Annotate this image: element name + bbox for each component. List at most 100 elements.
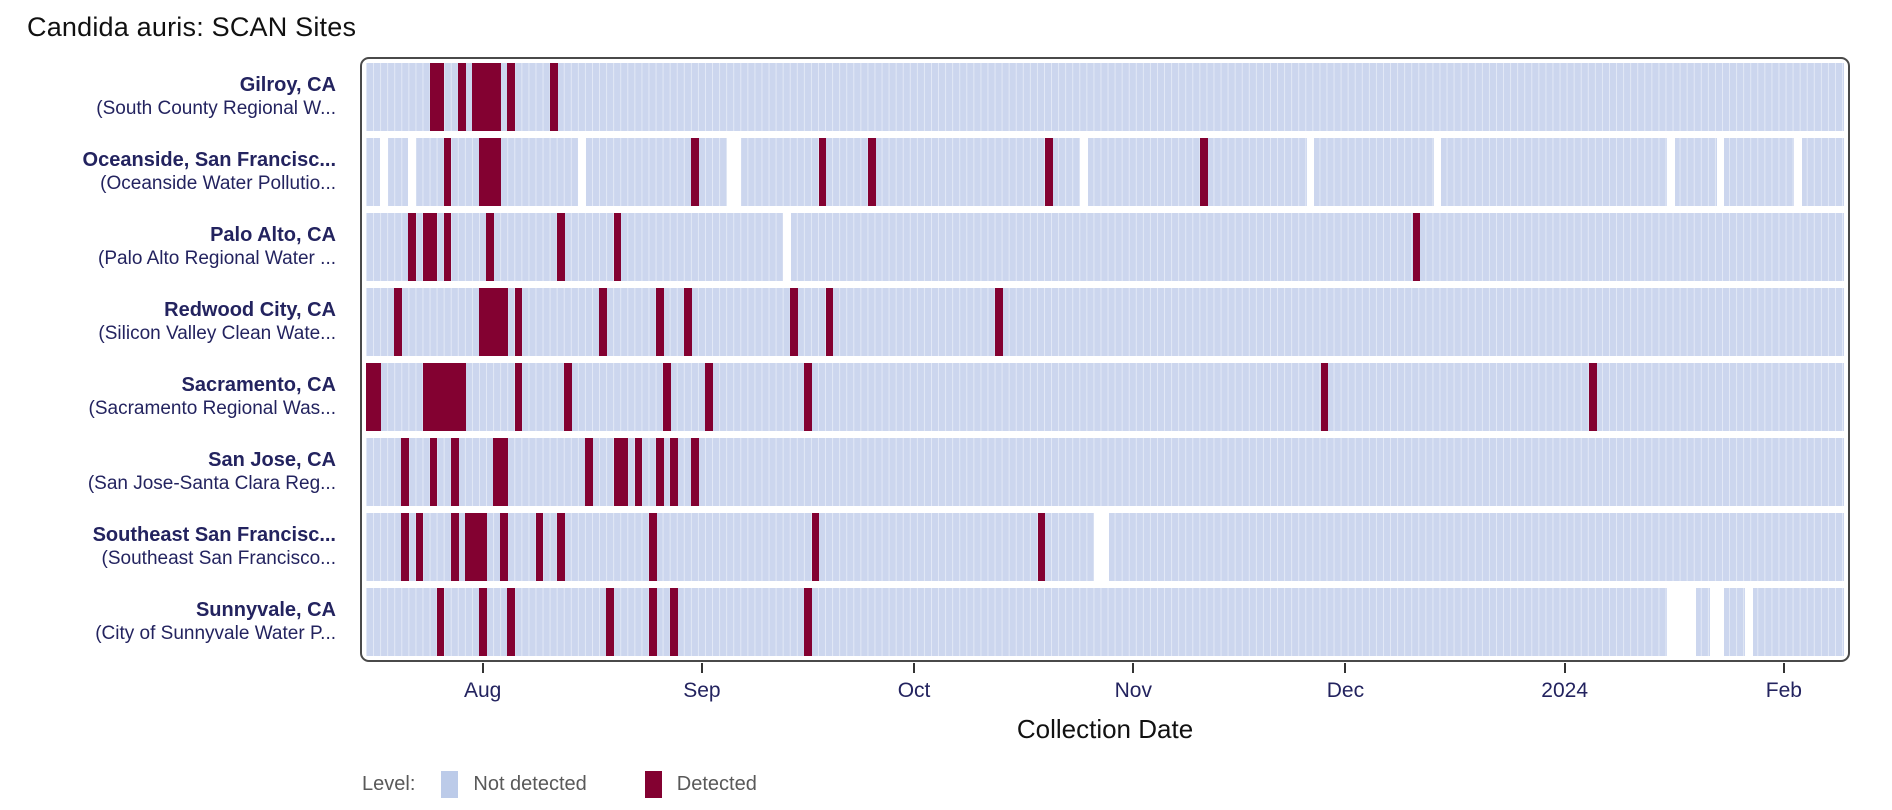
detected-cell — [443, 363, 452, 431]
detected-cell — [394, 288, 402, 356]
timeline-row — [366, 213, 1844, 281]
site-label: Gilroy, CA (South County Regional W... — [0, 63, 348, 131]
timeline-row — [366, 63, 1844, 131]
detected-cell — [429, 438, 438, 506]
detected-cell — [493, 288, 501, 356]
detected-cell — [401, 438, 409, 506]
detected-cell — [422, 213, 431, 281]
detected-cell — [457, 363, 466, 431]
detected-cell — [450, 513, 459, 581]
detected-cell — [507, 588, 516, 656]
detected-cell — [655, 288, 664, 356]
legend-label: Detected — [676, 772, 757, 795]
detected-cell — [1412, 213, 1421, 281]
detected-cell — [790, 288, 798, 356]
site-name: Sunnyvale, CA — [195, 599, 336, 621]
detected-cell — [500, 513, 509, 581]
detected-cell — [634, 438, 643, 506]
timeline-row — [366, 138, 1844, 206]
detected-cell — [556, 213, 565, 281]
site-facility: (Palo Alto Regional Water ... — [98, 247, 336, 269]
axis-tick-label: Sep — [683, 679, 721, 702]
detected-cell — [436, 363, 445, 431]
detected-cell — [479, 138, 487, 206]
detected-cell — [1200, 138, 1209, 206]
detected-cell — [691, 438, 699, 506]
axis-tick-mark — [913, 663, 916, 673]
site-label: Sacramento, CA (Sacramento Regional Was..… — [0, 363, 348, 431]
x-axis-title: Collection Date — [1016, 714, 1194, 744]
site-label: Sunnyvale, CA (City of Sunnyvale Water P.… — [0, 588, 348, 656]
site-facility: (South County Regional W... — [96, 97, 336, 119]
detected-cell — [493, 63, 501, 131]
site-name: Gilroy, CA — [239, 74, 336, 96]
detected-cell — [415, 513, 424, 581]
no-data-cell — [1080, 138, 1088, 206]
site-facility: (Southeast San Francisco... — [101, 547, 336, 569]
no-data-cell — [408, 138, 417, 206]
site-facility: (Oceanside Water Pollutio... — [100, 172, 336, 194]
timeline-row — [366, 438, 1844, 506]
site-label: Southeast San Francisc... (Southeast San … — [0, 513, 348, 581]
detected-cell — [620, 438, 629, 506]
detected-cell — [606, 588, 615, 656]
axis-tick-label: 2024 — [1541, 679, 1589, 702]
legend-item-not-detected: Not detected — [441, 770, 587, 798]
axis-tick-label: Oct — [897, 679, 931, 702]
detected-cell — [818, 138, 827, 206]
no-data-cell — [1667, 138, 1675, 206]
detected-cell — [613, 213, 622, 281]
site-facility: (Sacramento Regional Was... — [88, 397, 336, 419]
site-name: Sacramento, CA — [181, 374, 337, 396]
site-facility: (San Jose-Santa Clara Reg... — [87, 472, 336, 494]
detected-cell — [535, 513, 544, 581]
no-data-cell — [1709, 588, 1718, 656]
detected-cell — [684, 288, 692, 356]
site-label: Oceanside, San Francisc... (Oceanside Wat… — [0, 138, 348, 206]
no-data-cell — [1681, 588, 1689, 656]
timeline-row — [366, 513, 1844, 581]
detected-cell — [472, 513, 480, 581]
axis-tick-label: Aug — [463, 679, 502, 702]
detected-cell — [663, 363, 671, 431]
detected-cell — [599, 288, 608, 356]
no-data-cell — [783, 213, 791, 281]
detected-cell — [507, 63, 516, 131]
site-label: Palo Alto, CA (Palo Alto Regional Water .… — [0, 213, 348, 281]
detected-cell — [450, 438, 459, 506]
detected-cell — [486, 288, 494, 356]
no-data-cell — [1744, 588, 1753, 656]
legend-item-detected: Detected — [644, 770, 757, 798]
timeline-row — [366, 288, 1844, 356]
detected-swatch — [644, 770, 662, 798]
no-data-cell — [1674, 588, 1682, 656]
no-data-cell — [1667, 588, 1675, 656]
detected-cell — [585, 438, 593, 506]
detected-cell — [549, 63, 558, 131]
detected-cell — [556, 513, 565, 581]
detected-cell — [479, 588, 487, 656]
detected-cell — [1589, 363, 1598, 431]
site-name: Southeast San Francisc... — [92, 524, 336, 546]
x-axis: Aug Sep Oct Nov Dec 2024 Feb — [366, 663, 1844, 713]
detected-cell — [493, 438, 501, 506]
detected-cell — [804, 363, 813, 431]
detected-cell — [500, 438, 509, 506]
no-data-cell — [1794, 138, 1803, 206]
axis-tick-mark — [1782, 663, 1785, 673]
detected-cell — [408, 213, 417, 281]
detected-cell — [429, 63, 438, 131]
site-label: San Jose, CA (San Jose-Santa Clara Reg... — [0, 438, 348, 506]
site-label: Redwood City, CA (Silicon Valley Clean Wa… — [0, 288, 348, 356]
legend-title: Level: — [362, 772, 416, 795]
site-name: San Jose, CA — [208, 449, 336, 471]
detected-cell — [691, 138, 699, 206]
axis-tick-mark — [481, 663, 484, 673]
axis-tick-mark — [1132, 663, 1135, 673]
no-data-cell — [1306, 138, 1315, 206]
site-facility: (City of Sunnyvale Water P... — [95, 622, 336, 644]
detected-cell — [443, 213, 452, 281]
detected-cell — [465, 513, 473, 581]
detected-cell — [436, 63, 445, 131]
detected-cell — [825, 288, 834, 356]
